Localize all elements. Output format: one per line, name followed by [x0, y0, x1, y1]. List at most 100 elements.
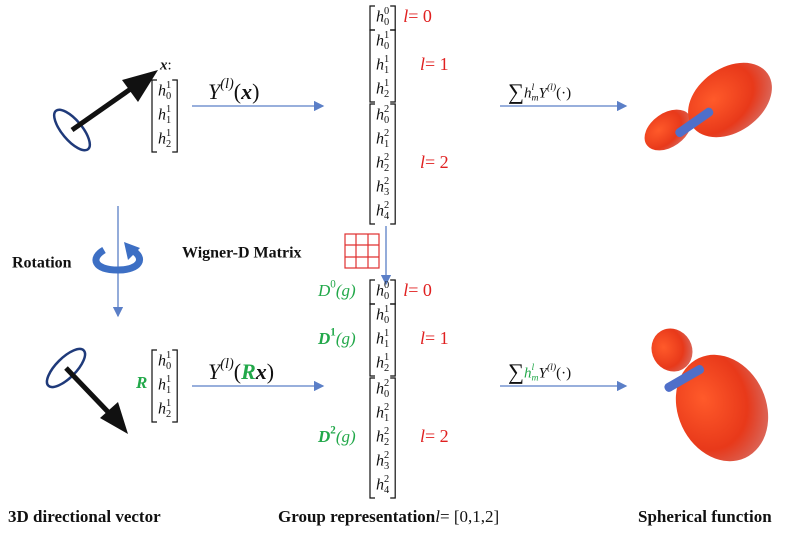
vector-entry: 1 — [384, 54, 389, 65]
vector-entry: h — [376, 331, 384, 348]
wigner-coefficient: D — [317, 281, 331, 300]
vector-entry: h — [376, 203, 384, 220]
embedding-label: ( — [234, 79, 241, 104]
degree-label: = 0 — [408, 280, 432, 300]
vector-entry: 3 — [384, 187, 389, 198]
vector-entry: 0 — [384, 41, 389, 52]
input-label: : — [168, 57, 172, 73]
vector-entry: h — [158, 401, 166, 418]
bracket — [390, 6, 395, 30]
bracket — [390, 304, 395, 376]
vector-entry: 2 — [384, 89, 389, 100]
vector-entry: h — [376, 477, 384, 494]
vector-entry: h — [376, 131, 384, 148]
vector-entry: h — [376, 283, 384, 300]
vector-entry: 3 — [384, 461, 389, 472]
vector-entry: h — [158, 377, 166, 394]
vector-entry: 2 — [384, 402, 389, 413]
vector-entry: h — [376, 429, 384, 446]
bracket — [172, 350, 177, 422]
rotation-matrix-label: R — [135, 373, 147, 392]
vector-entry: 0 — [384, 315, 389, 326]
vector-entry: 2 — [166, 139, 171, 150]
vector-entry: 1 — [384, 30, 389, 41]
vector-entry: 1 — [384, 78, 389, 89]
vector-entry: 4 — [384, 211, 390, 222]
degree-label: = 1 — [425, 328, 449, 348]
degree-label: = 1 — [425, 54, 449, 74]
degree-label: = 0 — [408, 6, 432, 26]
bracket — [370, 30, 375, 102]
vector-entry: 0 — [384, 115, 389, 126]
sum-label: (·) — [556, 365, 571, 381]
bracket — [172, 80, 177, 152]
vector-entry: 2 — [384, 104, 389, 115]
vector-entry: h — [376, 57, 384, 74]
vector-entry: 2 — [384, 474, 389, 485]
bracket — [370, 304, 375, 376]
bracket — [370, 6, 375, 30]
vector-entry: 1 — [384, 304, 389, 315]
spherical-blob-top — [637, 47, 786, 158]
vector-entry: h — [158, 83, 166, 100]
vector-entry: h — [376, 9, 384, 26]
caption: = [0,1,2] — [440, 507, 499, 526]
sum-label: l — [532, 82, 535, 93]
caption: 3D directional vector — [8, 507, 161, 526]
vector-entry: 2 — [166, 409, 171, 420]
vector-entry: h — [376, 381, 384, 398]
vector-entry: 4 — [384, 485, 390, 496]
wigner-label: Wigner-D Matrix — [182, 245, 302, 262]
bracket — [390, 378, 395, 498]
vector-entry: 0 — [166, 91, 171, 102]
vector-entry: h — [376, 453, 384, 470]
vector-entry: h — [376, 307, 384, 324]
vector-entry: 2 — [384, 426, 389, 437]
vector-entry: h — [376, 81, 384, 98]
vector-entry: 1 — [384, 139, 389, 150]
embedding-label: ) — [267, 359, 274, 384]
bracket — [370, 280, 375, 304]
vector-entry: 2 — [384, 128, 389, 139]
vector-entry: 0 — [384, 17, 389, 28]
wigner-coefficient: D — [317, 427, 330, 446]
vector-entry: 2 — [384, 152, 389, 163]
vector-entry: 1 — [384, 328, 389, 339]
bracket — [390, 30, 395, 102]
wigner-grid-icon — [345, 234, 379, 268]
bracket — [390, 280, 395, 304]
vector-entry: h — [376, 155, 384, 172]
vector-entry: 2 — [384, 437, 389, 448]
bracket — [152, 80, 157, 152]
vector-entry: 0 — [384, 291, 389, 302]
caption: Spherical function — [638, 507, 772, 526]
embedding-label: x — [255, 359, 267, 384]
vector-entry: h — [376, 179, 384, 196]
vector-entry: 2 — [384, 163, 389, 174]
vector-entry: 2 — [384, 363, 389, 374]
vector-entry: h — [158, 107, 166, 124]
vector-entry: h — [376, 405, 384, 422]
vector-entry: h — [158, 353, 166, 370]
vector-entry: 1 — [384, 339, 389, 350]
embedding-label: ( — [234, 359, 241, 384]
sum-label: (l) — [547, 82, 556, 93]
embedding-label: x — [240, 79, 252, 104]
vector-entry: 0 — [166, 361, 171, 372]
wigner-coefficient: (g) — [336, 427, 356, 446]
vector-entry: 0 — [384, 280, 389, 291]
vector-entry: h — [376, 33, 384, 50]
sum-label: h — [524, 365, 532, 381]
vector-entry: h — [158, 131, 166, 148]
sum-label: m — [532, 372, 539, 383]
vector-entry: 1 — [166, 350, 171, 361]
sum-label: h — [524, 85, 532, 101]
wigner-coefficient: D — [317, 329, 330, 348]
sum-label: ∑ — [508, 359, 524, 384]
wigner-coefficient: (g) — [336, 281, 356, 300]
vector-entry: 1 — [166, 128, 171, 139]
embedding-label: (l) — [220, 356, 234, 372]
vector-entry: 1 — [166, 104, 171, 115]
vector-entry: 1 — [384, 65, 389, 76]
sum-label: (·) — [556, 85, 571, 101]
